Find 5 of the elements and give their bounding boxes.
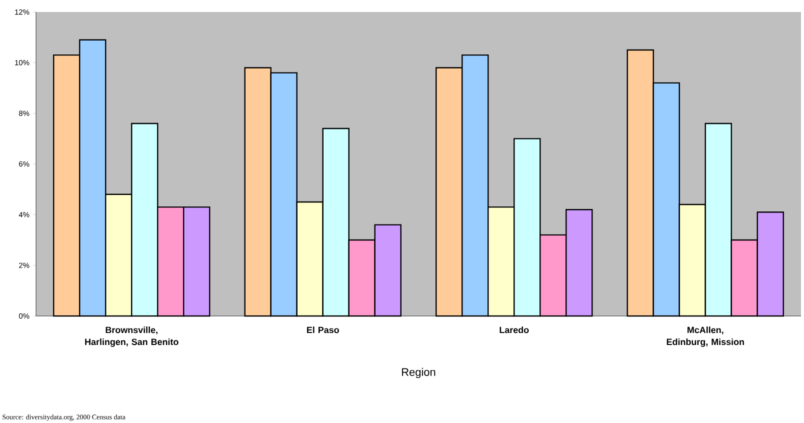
x-tick-label: El Paso xyxy=(307,326,339,334)
x-tick-label: Brownsville, Harlingen, San Benito xyxy=(85,326,178,347)
x-tick-label: McAllen, Edinburg, Mission xyxy=(666,326,744,347)
x-tick-label: Laredo xyxy=(500,326,529,334)
x-axis-title: Region xyxy=(402,368,436,378)
